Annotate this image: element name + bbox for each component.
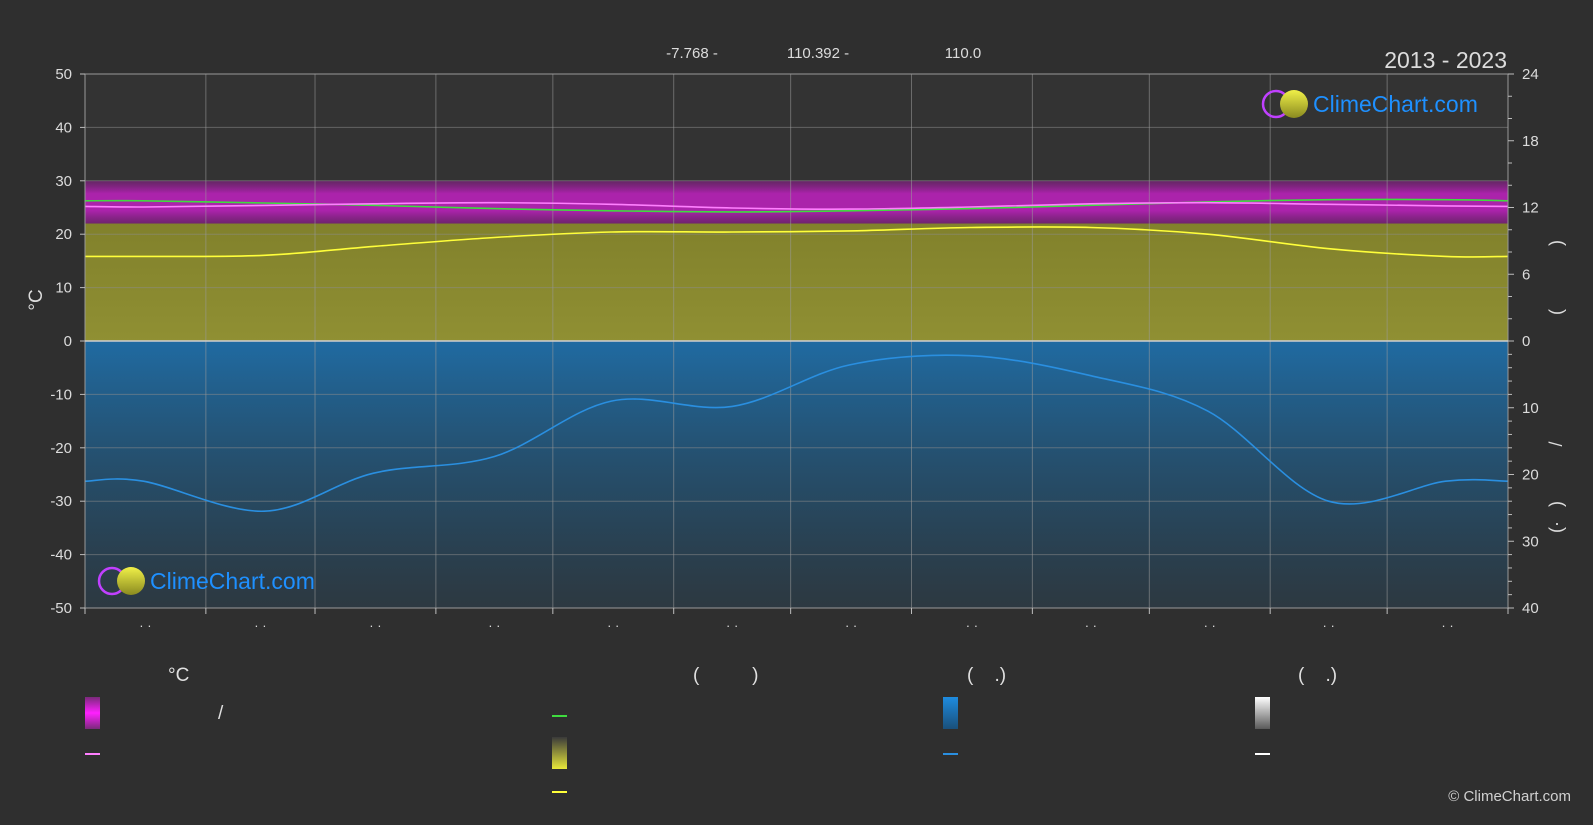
x-tick-label: · · — [139, 618, 151, 633]
left-tick-label: 20 — [55, 226, 72, 243]
right-lower-tick-label: 30 — [1522, 533, 1539, 550]
legend-col1-title: °C — [168, 665, 190, 686]
legend — [85, 697, 1270, 793]
left-tick-label: -30 — [50, 493, 72, 510]
left-tick-label: 10 — [55, 280, 72, 297]
legend-snow-swatch — [1255, 697, 1270, 729]
right-upper-tick-label: 24 — [1522, 66, 1539, 83]
precip-band — [85, 341, 1508, 608]
longitude-label: 110.392 - — [787, 45, 849, 62]
legend-col4-title: ( .) — [1298, 665, 1338, 686]
x-tick-label: · · — [488, 618, 500, 633]
x-tick-label: · · — [607, 618, 619, 633]
left-tick-label: -20 — [50, 440, 72, 457]
year-range: 2013 - 2023 — [1384, 47, 1507, 73]
left-tick-label: -50 — [50, 600, 72, 617]
x-tick-label: · · — [254, 618, 266, 633]
legend-col2-title: ( ) — [693, 665, 759, 686]
x-tick-label: · · — [1085, 618, 1097, 633]
daylight-line — [85, 198, 1508, 213]
legend-sunshine-swatch — [552, 737, 567, 769]
right-axis-title-glyph: ) — [1546, 240, 1566, 246]
x-tick-label: · · — [1204, 618, 1216, 633]
x-tick-label: · · — [726, 618, 738, 633]
x-tick-label: · · — [966, 618, 978, 633]
left-tick-label: 30 — [55, 173, 72, 190]
x-tick-label: · · — [1323, 618, 1335, 633]
sunshine-line — [85, 226, 1508, 258]
right-axis-title-glyph: ( — [1546, 309, 1566, 315]
right-upper-tick-label: 18 — [1522, 133, 1539, 150]
right-lower-tick-label: 20 — [1522, 467, 1539, 484]
elevation-label: 110.0 — [945, 45, 981, 62]
logo-text-top: ClimeChart.com — [1313, 91, 1478, 117]
sunshine-band — [85, 223, 1508, 341]
plot-area — [84, 73, 1509, 609]
logo-text-bottom: ClimeChart.com — [150, 568, 315, 594]
right-upper-tick-label: 12 — [1522, 200, 1539, 217]
x-tick-label: · · — [369, 618, 381, 633]
latitude-label: -7.768 - — [666, 45, 718, 62]
right-axis-title-glyph: (· — [1546, 521, 1566, 533]
right-axis-title-glyph: / — [1546, 441, 1566, 446]
legend-col1-slash: / — [218, 703, 224, 724]
mean_temp-line — [85, 201, 1508, 210]
logo-top: ClimeChart.com — [1261, 89, 1478, 119]
logo-sun-icon — [117, 567, 145, 595]
left-tick-label: -10 — [50, 386, 72, 403]
right-upper-tick-label: 0 — [1522, 333, 1530, 350]
left-tick-label: 0 — [64, 333, 72, 350]
right-axis-title-glyph: ) — [1546, 501, 1566, 507]
legend-temp-range-swatch — [85, 697, 100, 729]
temp-range-band — [85, 180, 1508, 224]
left-tick-label: 40 — [55, 119, 72, 136]
precip-line — [85, 354, 1508, 513]
x-tick-label: · · — [1441, 618, 1453, 633]
copyright: © ClimeChart.com — [1448, 788, 1571, 805]
left-tick-label: -40 — [50, 547, 72, 564]
left-axis-title: °C — [26, 289, 47, 310]
left-tick-label: 50 — [55, 66, 72, 83]
legend-rain-swatch — [943, 697, 958, 729]
x-tick-label: · · — [845, 618, 857, 633]
legend-col3-title: ( .) — [967, 665, 1007, 686]
right-lower-tick-label: 40 — [1522, 600, 1539, 617]
logo-bottom: ClimeChart.com — [97, 566, 315, 596]
logo-sun-icon — [1280, 90, 1308, 118]
right-lower-tick-label: 10 — [1522, 400, 1539, 417]
right-upper-tick-label: 6 — [1522, 266, 1530, 283]
